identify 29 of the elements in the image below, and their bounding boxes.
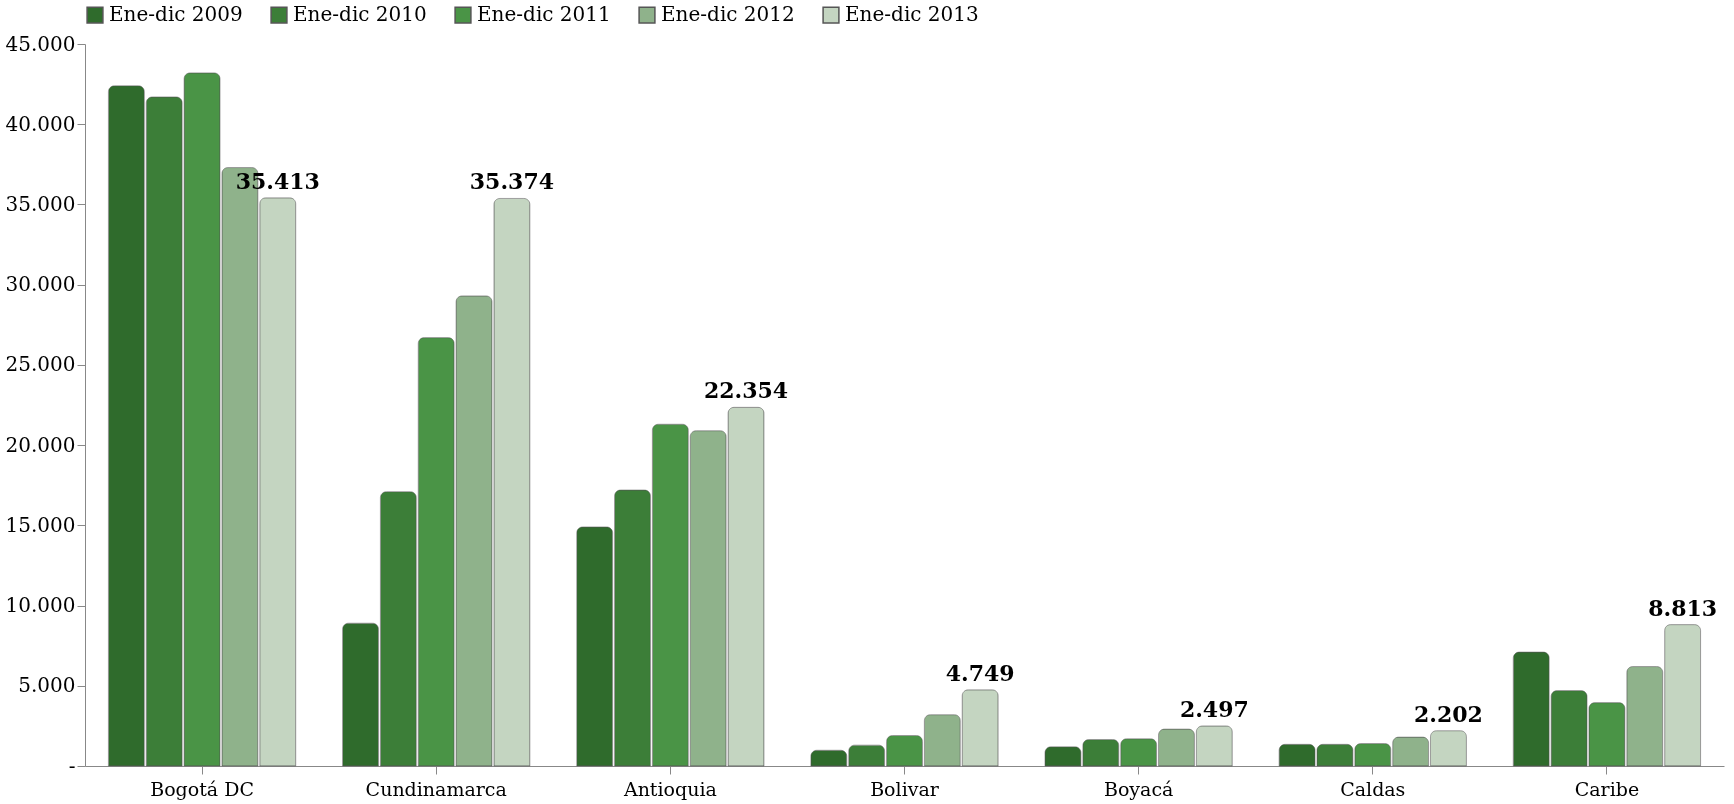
- x-tick-label: Caribe: [1574, 777, 1640, 800]
- legend-label: Ene-dic 2013: [845, 2, 979, 27]
- data-label: 8.813: [1648, 594, 1718, 621]
- legend-label: Ene-dic 2012: [661, 2, 795, 27]
- y-tick-label: 25.000: [5, 352, 76, 377]
- data-label: 2.497: [1179, 695, 1249, 722]
- y-tick-label: 15.000: [5, 512, 76, 537]
- x-tick-label: Antioquia: [622, 777, 717, 800]
- data-label: 35.413: [235, 167, 320, 194]
- data-label: 22.354: [703, 377, 789, 404]
- legend-label: Ene-dic 2010: [293, 2, 427, 27]
- y-tick-label: 35.000: [5, 191, 76, 216]
- x-tick-label: Caldas: [1340, 777, 1406, 800]
- data-label: 35.374: [469, 168, 554, 195]
- y-tick-label: -: [68, 753, 76, 778]
- legend-label: Ene-dic 2009: [109, 2, 243, 27]
- x-tick-label: Cundinamarca: [365, 777, 507, 800]
- data-label: 2.202: [1414, 700, 1483, 727]
- x-tick-label: Boyacá: [1103, 777, 1174, 800]
- y-tick-label: 5.000: [18, 673, 76, 698]
- x-tick-label: Bogotá DC: [150, 777, 254, 800]
- y-tick-label: 30.000: [5, 272, 76, 297]
- y-tick-label: 10.000: [5, 593, 76, 618]
- y-tick-label: 40.000: [5, 111, 76, 136]
- y-tick-label: 20.000: [5, 432, 76, 457]
- x-tick-label: Bolivar: [870, 777, 940, 800]
- data-label: 4.749: [945, 659, 1015, 686]
- y-tick-label: 45.000: [5, 31, 76, 56]
- legend-label: Ene-dic 2011: [477, 2, 611, 27]
